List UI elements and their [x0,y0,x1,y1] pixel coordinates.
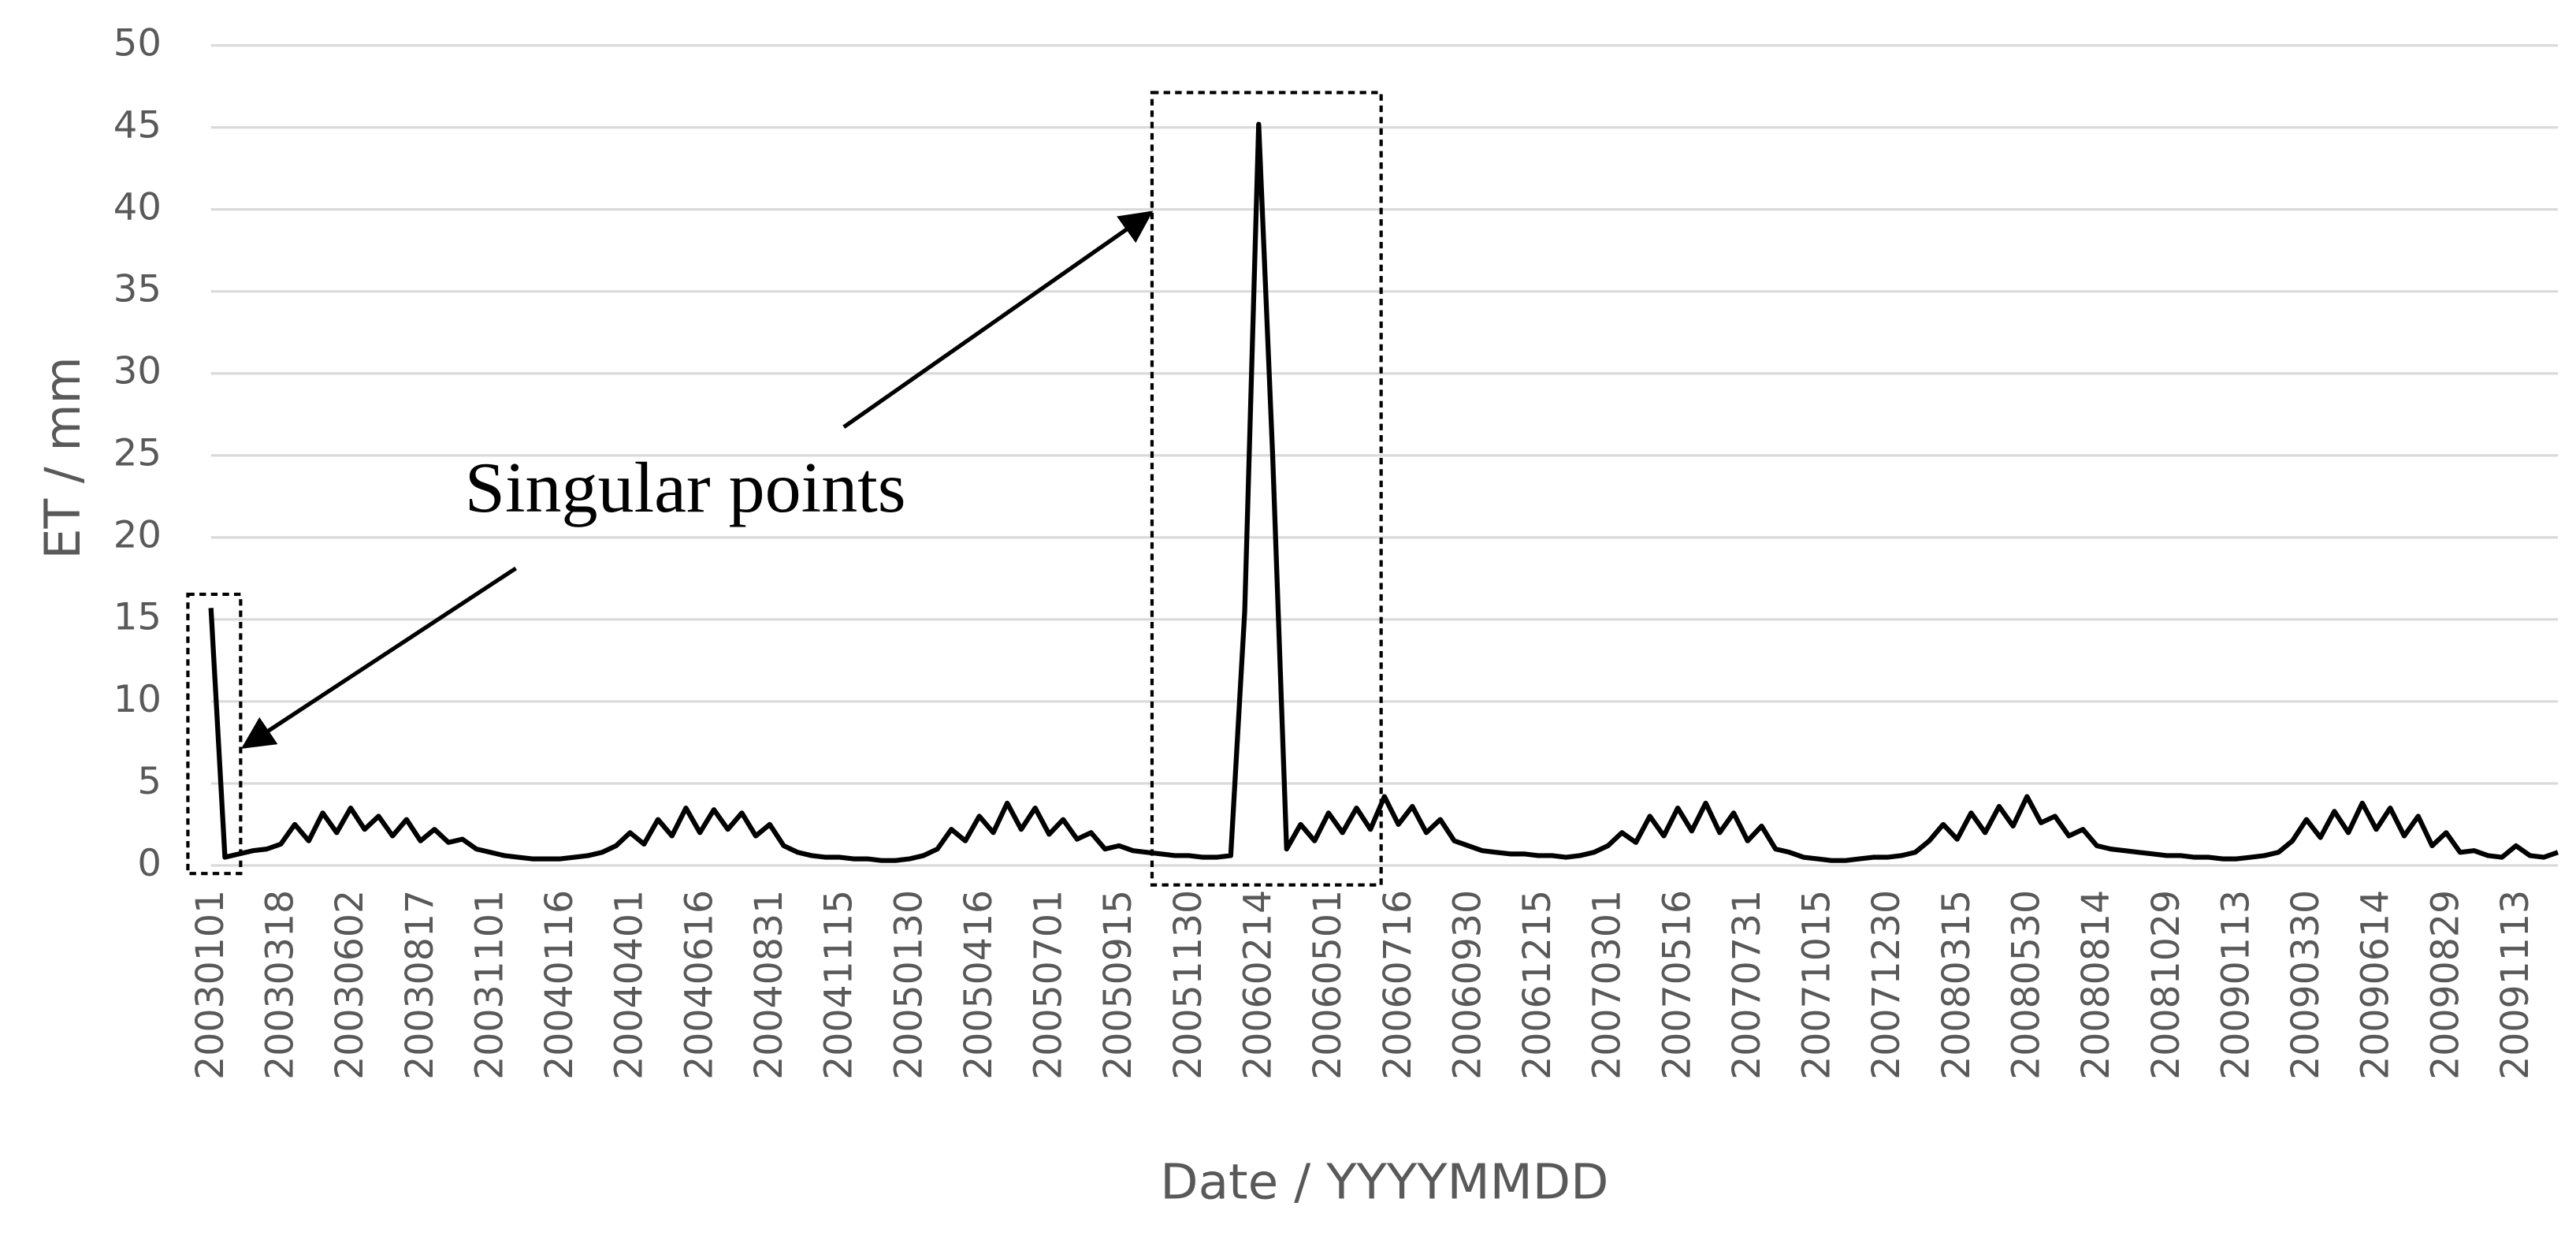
x-tick-label: 20040831 [748,890,791,1080]
highlight-box [186,592,243,876]
x-tick-label: 20061215 [1516,890,1559,1080]
x-tick-label: 20040116 [538,890,582,1080]
x-tick-label: 20090113 [2214,890,2258,1080]
x-tick-label: 20050701 [1027,890,1070,1080]
x-tick-label: 20071015 [1795,890,1838,1080]
data-line [208,121,2559,863]
x-tick-label: 20060214 [1236,890,1280,1080]
x-tick-label: 20050130 [887,890,931,1080]
x-tick-label: 20031101 [468,890,511,1080]
y-tick-label: 40 [113,186,162,229]
arrow [842,210,1154,429]
x-tick-label: 20051130 [1167,890,1210,1080]
x-tick-label: 20050915 [1097,890,1140,1080]
x-tick-label: 20080814 [2075,890,2118,1080]
plot [208,121,2559,863]
x-tick-label: 20050416 [957,890,1001,1080]
x-tick-label: 20091113 [2494,890,2537,1080]
x-tick-label: 20030101 [189,890,232,1080]
x-tick-label: 20060930 [1446,890,1489,1080]
x-tick-label: 20060501 [1307,890,1350,1080]
y-tick-label: 0 [137,842,162,885]
x-tick-label: 20071230 [1865,890,1909,1080]
x-tick-label: 20070301 [1585,890,1629,1080]
y-tick-label: 15 [113,596,162,639]
y-tick-label: 45 [113,104,162,147]
x-tick-label: 20090330 [2284,890,2328,1080]
arrow [241,566,518,749]
y-tick-label: 30 [113,350,162,393]
x-tick-label: 20070731 [1726,890,1769,1080]
x-tick-label: 20030602 [329,890,372,1080]
y-axis-title: ET / mm [33,356,91,559]
annotation: Singular points [465,448,906,527]
x-tick-label: 20080315 [1935,890,1979,1080]
x-tick-label: 20030817 [398,890,441,1080]
y-tick-label: 35 [113,268,162,311]
x-tick-label: 20080530 [2005,890,2048,1080]
y-tick-label: 10 [113,678,162,721]
y-tick-label: 25 [113,432,162,475]
highlight-box [1150,91,1383,887]
x-tick-label: 20081029 [2144,890,2188,1080]
x-tick-label: 20030318 [258,890,302,1080]
y-tick-label: 20 [113,514,162,557]
x-tick-label: 20070516 [1656,890,1699,1080]
x-axis-title: Date / YYYYMMDD [1160,1153,1608,1210]
x-tick-label: 20090829 [2424,890,2467,1080]
x-tick-label: 20060716 [1376,890,1419,1080]
x-tick-label: 20041115 [817,890,861,1080]
x-tick-label: 20040616 [678,890,721,1080]
x-tick-label: 20090614 [2354,890,2397,1080]
x-tick-label: 20040401 [608,890,651,1080]
y-tick-label: 5 [137,760,162,803]
grid [210,44,2558,867]
y-tick-label: 50 [113,22,162,65]
